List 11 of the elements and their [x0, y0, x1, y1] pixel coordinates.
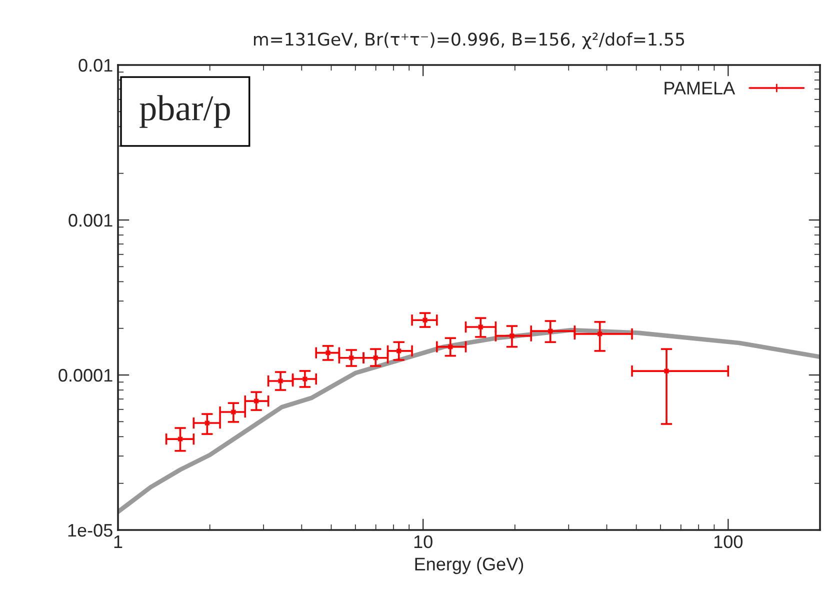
chart-title: m=131GeV, Br(τ⁺τ⁻)=0.996, B=156, χ²/dof=1.55: [254, 32, 684, 50]
y-tick-label: 1e-05: [68, 524, 112, 537]
x-tick-label: 1: [114, 536, 122, 548]
y-tick-label: 0.001: [68, 214, 112, 227]
x-axis-title: Energy (GeV): [415, 557, 524, 574]
y-tick-label: 0.0001: [58, 368, 112, 382]
y-tick-label: 0.01: [78, 58, 112, 72]
legend-label: PAMELA: [664, 82, 736, 94]
x-tick-label: 10: [414, 535, 432, 548]
annotation: pbar/p: [140, 95, 230, 128]
x-tick-label: 100: [714, 535, 743, 548]
